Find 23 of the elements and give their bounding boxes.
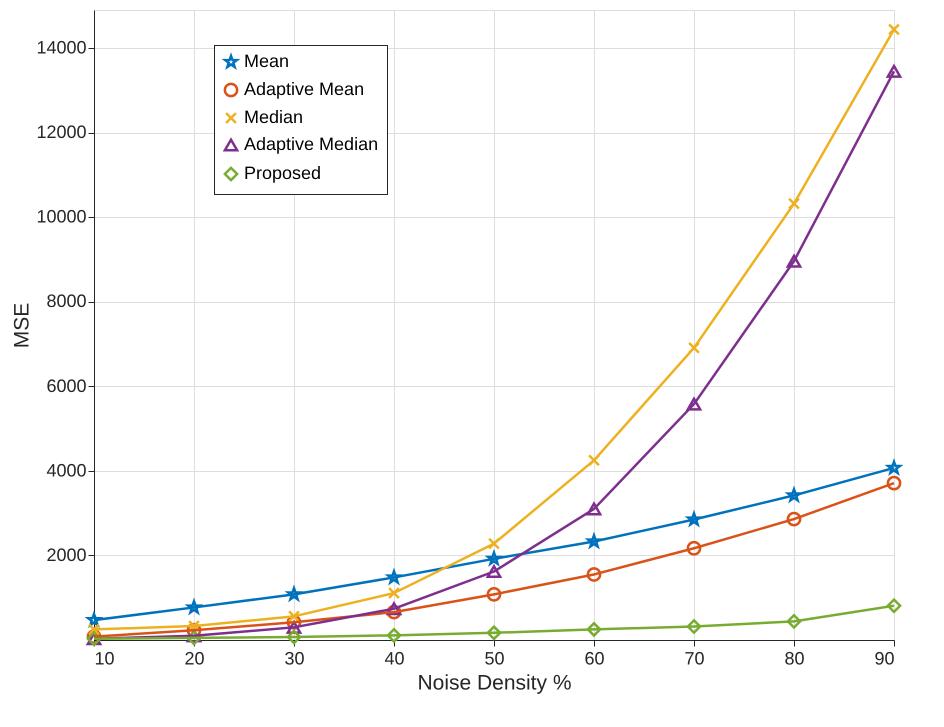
- y-tick-label: 14000: [36, 38, 86, 58]
- legend-label: Adaptive Median: [244, 134, 378, 154]
- x-tick-label: 50: [484, 648, 505, 668]
- legend-label: Median: [244, 107, 304, 127]
- y-tick-label: 4000: [46, 460, 86, 480]
- legend-label: Proposed: [244, 163, 322, 183]
- x-axis-title: Noise Density %: [417, 672, 572, 694]
- legend-label: Mean: [244, 51, 290, 71]
- x-tick-label: 30: [284, 648, 305, 668]
- x-tick-label: 20: [184, 648, 205, 668]
- y-tick-label: 8000: [46, 291, 86, 312]
- y-tick-label: 6000: [46, 376, 86, 396]
- x-tick-label: 70: [684, 648, 705, 668]
- x-tick-label: 80: [784, 648, 805, 668]
- y-tick-label: 2000: [46, 544, 86, 565]
- y-tick-label: 12000: [36, 122, 86, 142]
- x-tick-label: 10: [94, 648, 115, 668]
- x-tick-label: 60: [584, 648, 605, 668]
- legend-label: Adaptive Mean: [244, 79, 364, 99]
- y-tick-label: 10000: [36, 206, 86, 227]
- x-tick-label: 90: [874, 648, 894, 668]
- x-tick-label: 40: [384, 648, 405, 668]
- y-axis-title: MSE: [10, 302, 34, 348]
